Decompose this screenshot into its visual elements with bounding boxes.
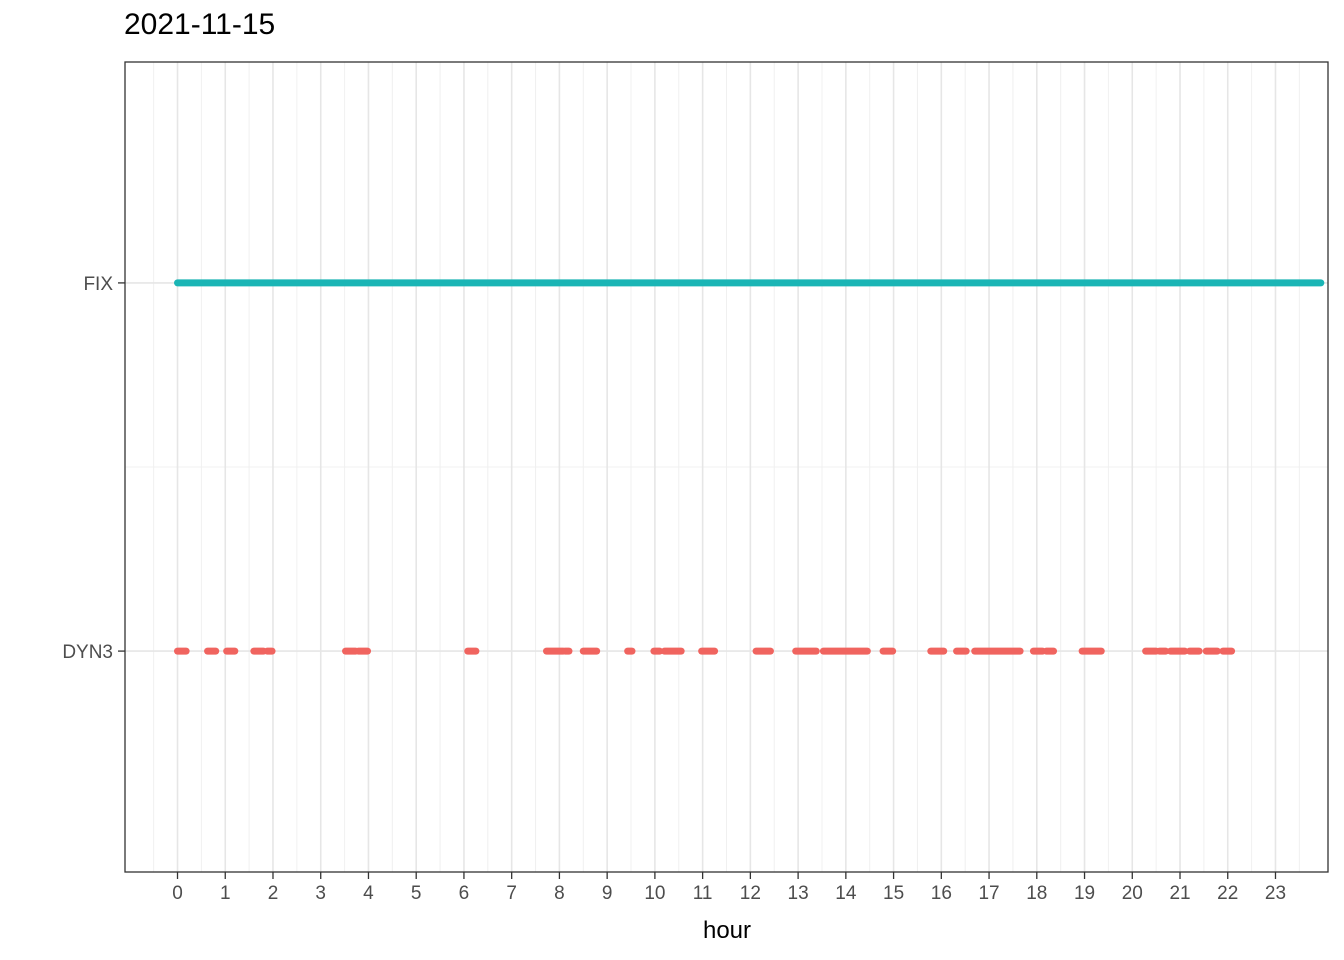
chart-title: 2021-11-15 xyxy=(124,8,276,41)
x-tick-label: 18 xyxy=(1026,883,1047,904)
x-tick-label: 13 xyxy=(788,883,809,904)
x-tick-label: 12 xyxy=(740,883,761,904)
x-tick-label: 1 xyxy=(220,883,231,904)
x-tick-label: 4 xyxy=(363,883,374,904)
x-tick-label: 9 xyxy=(602,883,613,904)
data-layer xyxy=(174,279,1325,655)
y-tick-label: FIX xyxy=(83,274,113,295)
x-tick-label: 19 xyxy=(1074,883,1095,904)
x-tick-label: 2 xyxy=(268,883,279,904)
x-axis-title: hour xyxy=(703,917,751,944)
x-tick-label: 14 xyxy=(835,883,857,904)
x-tick-label: 10 xyxy=(644,883,665,904)
x-tick-label: 15 xyxy=(883,883,904,904)
x-tick-label: 3 xyxy=(315,883,326,904)
x-tick-label: 23 xyxy=(1265,883,1286,904)
x-axis: 0 1 2 3 4 5 6 7 8 9 10 11 12 13 14 15 16 17 18 19 20 21 22 23 xyxy=(172,872,1286,904)
x-tick-label: 7 xyxy=(506,883,517,904)
major-gridlines xyxy=(125,62,1328,872)
x-tick-label: 22 xyxy=(1217,883,1238,904)
x-tick-label: 6 xyxy=(459,883,470,904)
x-tick-label: 21 xyxy=(1169,883,1190,904)
y-tick-label: DYN3 xyxy=(62,642,113,663)
x-tick-label: 17 xyxy=(978,883,999,904)
y-axis: DYN3 FIX xyxy=(62,274,125,663)
x-tick-label: 0 xyxy=(172,883,183,904)
plot-border xyxy=(124,61,1329,873)
x-tick-label: 8 xyxy=(554,883,565,904)
x-tick-label: 5 xyxy=(411,883,422,904)
x-tick-label: 16 xyxy=(931,883,952,904)
minor-gridlines xyxy=(125,62,1328,872)
x-tick-label: 11 xyxy=(693,883,713,904)
x-tick-label: 20 xyxy=(1122,883,1143,904)
